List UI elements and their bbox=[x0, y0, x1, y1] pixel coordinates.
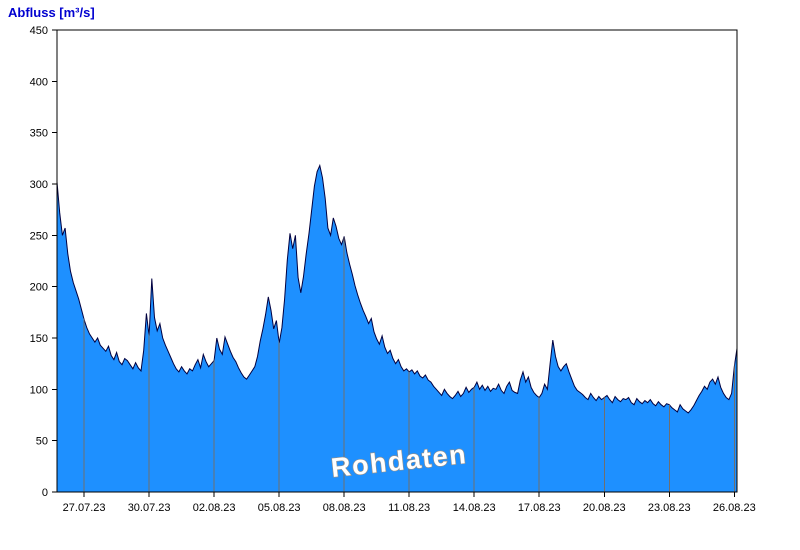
x-tick-label: 08.08.23 bbox=[323, 502, 366, 514]
x-tick-label: 17.08.23 bbox=[518, 502, 561, 514]
x-tick-label: 14.08.23 bbox=[453, 502, 496, 514]
chart-title: Abfluss [m³/s] bbox=[8, 5, 95, 20]
y-tick-label: 200 bbox=[30, 282, 48, 294]
y-tick-label: 0 bbox=[42, 487, 48, 499]
y-tick-label: 300 bbox=[30, 179, 48, 191]
x-tick-label: 02.08.23 bbox=[193, 502, 236, 514]
y-tick-label: 50 bbox=[36, 436, 48, 448]
x-tick-label: 20.08.23 bbox=[583, 502, 626, 514]
x-tick-label: 05.08.23 bbox=[258, 502, 301, 514]
y-tick-label: 350 bbox=[30, 128, 48, 140]
x-tick-label: 26.08.23 bbox=[713, 502, 756, 514]
y-tick-label: 100 bbox=[30, 384, 48, 396]
x-tick-label: 23.08.23 bbox=[648, 502, 691, 514]
x-tick-label: 30.07.23 bbox=[128, 502, 171, 514]
axes: 0 50 100 150 200 250 300 350 400 450 27.07.23 30.07… bbox=[30, 25, 756, 514]
discharge-area-series bbox=[56, 163, 738, 493]
y-tick-label: 400 bbox=[30, 76, 48, 88]
y-tick-label: 150 bbox=[30, 333, 48, 345]
plot-border bbox=[56, 29, 738, 493]
y-tick-label: 450 bbox=[30, 25, 48, 37]
y-tick-label: 250 bbox=[30, 230, 48, 242]
x-tick-label: 27.07.23 bbox=[63, 502, 106, 514]
x-tick-label: 11.08.23 bbox=[388, 502, 430, 514]
